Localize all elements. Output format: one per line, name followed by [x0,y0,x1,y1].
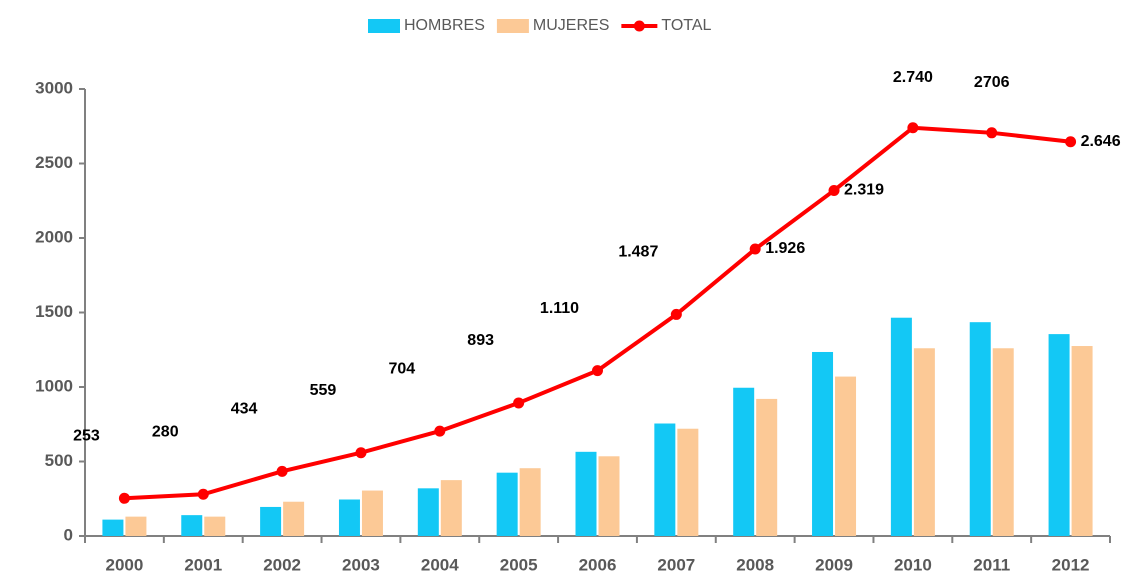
legend-swatch [633,20,645,32]
line-point [907,122,919,134]
x-tick-label: 2005 [500,555,538,574]
bar [756,398,778,536]
bar [812,351,834,536]
data-label: 1.926 [765,240,805,257]
bar [102,519,124,536]
bar [417,488,439,536]
data-label: 2.740 [893,69,933,86]
bar [283,501,305,536]
x-tick-label: 2000 [106,555,144,574]
line-point [670,308,682,320]
data-label: 253 [73,428,100,445]
y-tick-label: 2000 [35,227,73,246]
line-point [513,397,525,409]
bar [125,516,147,536]
bar [260,506,282,536]
bar [496,472,518,536]
bar [181,515,203,536]
data-label: 1.110 [540,300,579,317]
legend-swatch [368,19,400,33]
legend-label: HOMBRES [404,17,485,34]
y-tick-label: 1000 [35,376,73,395]
line-point [986,127,998,139]
bar [598,456,620,536]
y-tick-label: 2500 [35,153,73,172]
x-tick-label: 2011 [973,555,1010,574]
bar [440,480,462,536]
bar [733,387,755,536]
line-point [434,425,446,437]
data-label: 704 [388,360,415,377]
bar [890,317,912,536]
line-point [828,184,840,196]
data-label: 434 [231,401,258,418]
bar [361,490,383,536]
bar [575,451,597,536]
data-label: 893 [467,332,494,349]
x-tick-label: 2010 [894,555,932,574]
legend-label: TOTAL [661,17,711,34]
x-tick-label: 2003 [342,555,380,574]
line-point [276,465,288,477]
x-tick-label: 2004 [421,555,459,574]
bar [913,348,935,536]
line-point [592,365,603,377]
x-tick-label: 2009 [815,555,853,574]
bar [677,428,699,536]
bar [204,516,226,536]
bar [519,468,541,536]
x-tick-label: 2002 [263,555,301,574]
data-label: 559 [310,382,337,399]
legend-swatch [496,19,529,33]
data-label: 2706 [974,74,1010,91]
line-point [749,243,761,255]
data-label: 2.646 [1081,133,1121,150]
x-tick-label: 2012 [1052,555,1090,574]
y-tick-label: 1500 [35,302,73,321]
data-label: 1.487 [618,244,658,261]
data-label: 2.319 [844,182,884,199]
line-point [355,447,367,459]
line-point [1065,136,1077,148]
bar [654,423,676,536]
y-tick-label: 500 [45,451,73,470]
line-point [197,488,209,500]
bar [338,499,360,536]
line-point [118,492,130,504]
bar [969,322,991,536]
legend-label: MUJERES [533,17,609,34]
x-tick-label: 2001 [184,555,222,574]
x-tick-label: 2007 [657,555,695,574]
x-tick-label: 2008 [736,555,774,574]
y-tick-label: 3000 [35,78,73,97]
bar [992,348,1014,536]
bar [1071,346,1093,536]
y-tick-label: 0 [64,525,73,544]
bar [1048,334,1070,536]
data-label: 280 [152,423,179,440]
x-tick-label: 2006 [579,555,617,574]
bar [835,376,857,536]
